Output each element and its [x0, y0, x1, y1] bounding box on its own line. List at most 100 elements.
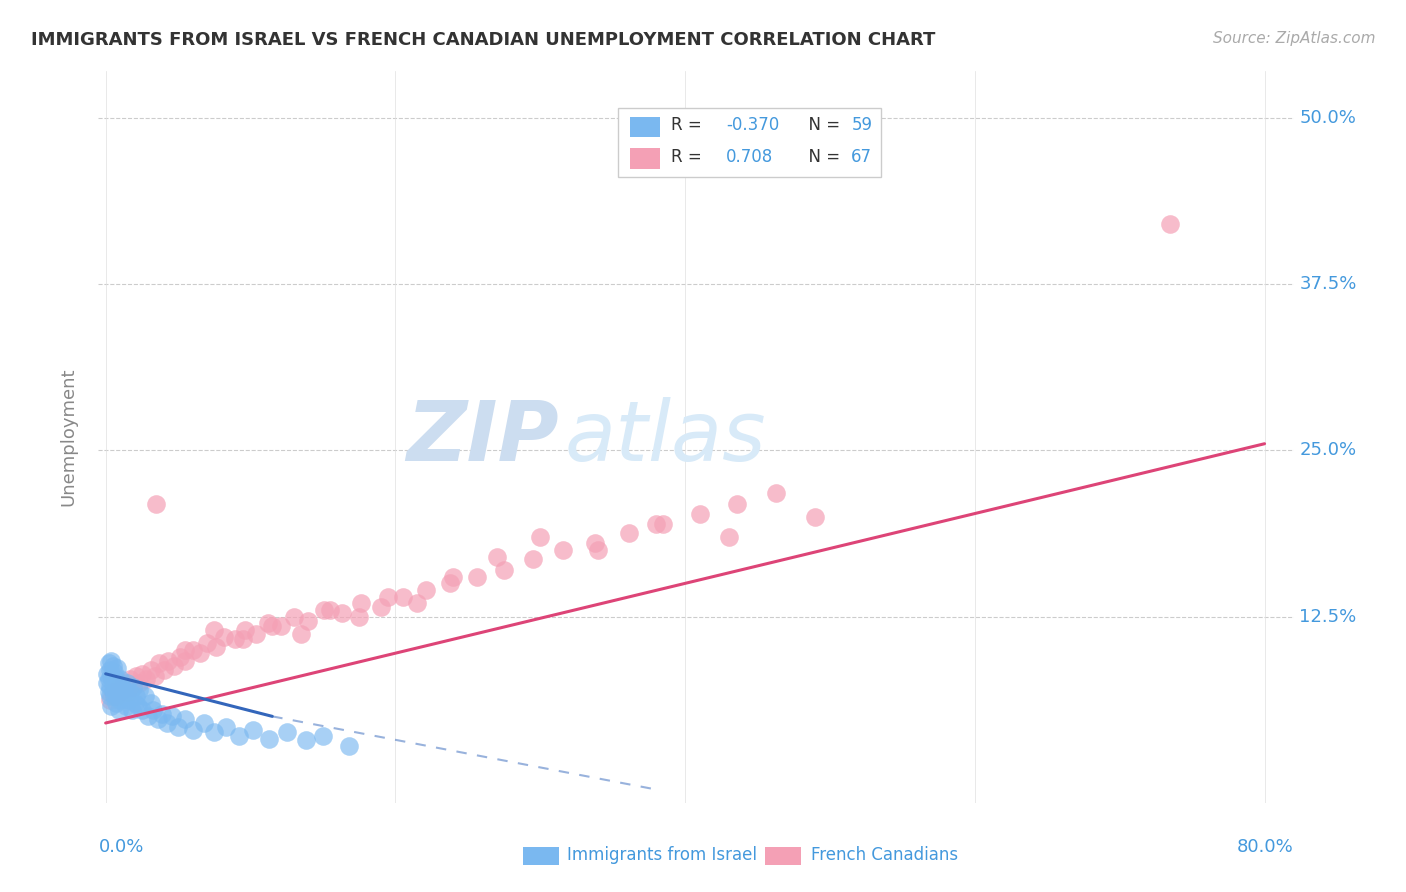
Point	[689, 507, 711, 521]
Point	[128, 682, 150, 697]
Point	[215, 720, 238, 734]
Point	[101, 682, 124, 697]
Point	[124, 696, 146, 710]
Point	[522, 552, 544, 566]
Point	[139, 696, 162, 710]
Point	[262, 619, 284, 633]
Point	[162, 709, 184, 723]
Point	[118, 693, 141, 707]
Point	[139, 663, 162, 677]
Point	[181, 643, 204, 657]
Point	[202, 725, 225, 739]
Point	[1159, 217, 1181, 231]
Point	[214, 630, 236, 644]
Point	[125, 669, 148, 683]
Point	[319, 603, 342, 617]
Point	[107, 685, 129, 699]
Point	[98, 663, 121, 677]
Point	[127, 698, 149, 713]
Bar	[523, 847, 558, 865]
Point	[312, 729, 335, 743]
Point	[188, 646, 211, 660]
Point	[135, 672, 157, 686]
Point	[804, 509, 827, 524]
Point	[108, 693, 131, 707]
Point	[174, 712, 197, 726]
Point	[174, 643, 197, 657]
Point	[103, 665, 125, 680]
Point	[134, 690, 156, 704]
Point	[204, 640, 226, 655]
Point	[105, 661, 128, 675]
Point	[586, 543, 609, 558]
Point	[96, 666, 118, 681]
Point	[114, 682, 136, 697]
Point	[131, 666, 153, 681]
Text: French Canadians: French Canadians	[811, 847, 957, 864]
Point	[202, 623, 225, 637]
Point	[104, 672, 127, 686]
Point	[107, 680, 129, 694]
Point	[125, 690, 148, 704]
Text: 50.0%: 50.0%	[1299, 109, 1357, 127]
Point	[645, 516, 668, 531]
Point	[110, 682, 132, 697]
Text: N =: N =	[797, 117, 845, 135]
Point	[136, 709, 159, 723]
Point	[553, 543, 575, 558]
Point	[98, 680, 121, 694]
Text: 12.5%: 12.5%	[1299, 607, 1357, 625]
Point	[297, 614, 319, 628]
Point	[439, 576, 461, 591]
Text: 0.0%: 0.0%	[98, 838, 143, 856]
Point	[146, 712, 169, 726]
Point	[98, 690, 121, 704]
Point	[104, 696, 127, 710]
Point	[120, 685, 142, 699]
Point	[465, 570, 488, 584]
Point	[617, 525, 640, 540]
Point	[337, 739, 360, 753]
Point	[156, 653, 179, 667]
Point	[270, 619, 292, 633]
Point	[195, 636, 218, 650]
Point	[143, 669, 166, 683]
Point	[485, 549, 508, 564]
Point	[148, 656, 170, 670]
Point	[100, 653, 122, 667]
Point	[117, 685, 139, 699]
Point	[108, 672, 131, 686]
Point	[174, 653, 197, 667]
Point	[112, 690, 135, 704]
Point	[114, 676, 136, 690]
Point	[142, 703, 165, 717]
Point	[224, 632, 246, 647]
Text: 37.5%: 37.5%	[1299, 275, 1357, 293]
Point	[228, 729, 250, 743]
Point	[121, 703, 143, 717]
Point	[100, 669, 122, 683]
Point	[120, 672, 142, 686]
Point	[101, 658, 124, 673]
Point	[529, 530, 551, 544]
Point	[233, 623, 256, 637]
Text: Source: ZipAtlas.com: Source: ZipAtlas.com	[1212, 31, 1375, 46]
Point	[492, 563, 515, 577]
Text: 80.0%: 80.0%	[1237, 838, 1294, 856]
Point	[122, 680, 145, 694]
Point	[115, 698, 138, 713]
Point	[181, 723, 204, 737]
Point	[110, 680, 132, 694]
Point	[117, 676, 139, 690]
Point	[122, 680, 145, 694]
Text: N =: N =	[797, 148, 845, 166]
Point	[152, 663, 174, 677]
Bar	[630, 117, 661, 137]
Point	[245, 627, 267, 641]
Point	[131, 703, 153, 717]
Text: 59: 59	[852, 117, 872, 135]
Point	[163, 658, 186, 673]
Point	[290, 627, 312, 641]
Text: R =: R =	[671, 148, 707, 166]
Point	[283, 609, 305, 624]
